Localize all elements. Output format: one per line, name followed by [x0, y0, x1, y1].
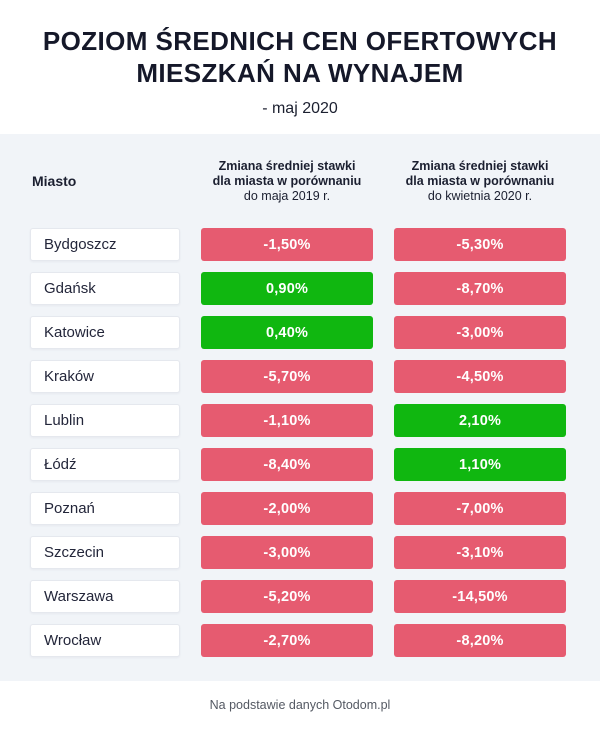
mom-value-pill: 2,10%	[394, 404, 566, 438]
city-pill: Wrocław	[30, 624, 180, 658]
mom-value-pill: -7,00%	[394, 492, 566, 526]
yoy-value-pill: -5,20%	[201, 580, 373, 614]
table-row: Warszawa -5,20% -14,50%	[30, 580, 570, 614]
page-title-line-2: MIESZKAŃ NA WYNAJEM	[136, 57, 464, 88]
city-pill: Warszawa	[30, 580, 180, 614]
table-row: Katowice 0,40% -3,00%	[30, 316, 570, 350]
mom-value-pill: -8,20%	[394, 624, 566, 658]
column-header-mom-line1: Zmiana średniej stawki	[411, 158, 549, 173]
column-header-yoy-line2: dla miasta w porównaniu	[212, 173, 362, 188]
page-title-line-1: POZIOM ŚREDNICH CEN OFERTOWYCH	[42, 26, 558, 56]
yoy-value-pill: -8,40%	[201, 448, 373, 482]
city-pill: Katowice	[30, 316, 180, 350]
header: POZIOM ŚREDNICH CEN OFERTOWYCH MIESZKAŃ …	[0, 0, 600, 134]
city-pill: Kraków	[30, 360, 180, 394]
city-pill: Szczecin	[30, 536, 180, 570]
city-pill: Łódź	[30, 448, 180, 482]
city-pill: Lublin	[30, 404, 180, 438]
yoy-value-pill: -1,50%	[201, 228, 373, 262]
mom-value-pill: -3,00%	[394, 316, 566, 350]
city-pill: Gdańsk	[30, 272, 180, 306]
yoy-value-pill: -1,10%	[201, 404, 373, 438]
column-header-mom: Zmiana średniej stawki dla miasta w poró…	[394, 159, 566, 204]
table-row: Kraków -5,70% -4,50%	[30, 360, 570, 394]
mom-value-pill: -8,70%	[394, 272, 566, 306]
source-footer: Na podstawie danych Otodom.pl	[0, 681, 600, 732]
table-row: Lublin -1,10% 2,10%	[30, 404, 570, 438]
column-header-yoy: Zmiana średniej stawki dla miasta w poró…	[201, 159, 373, 204]
yoy-value-pill: -3,00%	[201, 536, 373, 570]
yoy-value-pill: -2,70%	[201, 624, 373, 658]
column-header-mom-line3: do kwietnia 2020 r.	[427, 188, 533, 203]
mom-value-pill: -5,30%	[394, 228, 566, 262]
city-pill: Bydgoszcz	[30, 228, 180, 262]
mom-value-pill: -4,50%	[394, 360, 566, 394]
column-header-city: Miasto	[32, 173, 77, 190]
table-row: Gdańsk 0,90% -8,70%	[30, 272, 570, 306]
mom-value-pill: -14,50%	[394, 580, 566, 614]
mom-value-pill: 1,10%	[394, 448, 566, 482]
table-header-row: Miasto Zmiana średniej stawki dla miasta…	[30, 150, 570, 212]
yoy-value-pill: -5,70%	[201, 360, 373, 394]
yoy-value-pill: -2,00%	[201, 492, 373, 526]
table-row: Wrocław -2,70% -8,20%	[30, 624, 570, 658]
column-header-yoy-line1: Zmiana średniej stawki	[218, 158, 356, 173]
column-header-mom-line2: dla miasta w porównaniu	[405, 173, 555, 188]
mom-value-pill: -3,10%	[394, 536, 566, 570]
column-header-yoy-line3: do maja 2019 r.	[243, 188, 331, 203]
city-pill: Poznań	[30, 492, 180, 526]
yoy-value-pill: 0,90%	[201, 272, 373, 306]
table-section: Miasto Zmiana średniej stawki dla miasta…	[0, 134, 600, 681]
table-row: Łódź -8,40% 1,10%	[30, 448, 570, 482]
table-row: Poznań -2,00% -7,00%	[30, 492, 570, 526]
yoy-value-pill: 0,40%	[201, 316, 373, 350]
table-row: Szczecin -3,00% -3,10%	[30, 536, 570, 570]
page-subtitle: - maj 2020	[262, 100, 338, 118]
table-row: Bydgoszcz -1,50% -5,30%	[30, 228, 570, 262]
